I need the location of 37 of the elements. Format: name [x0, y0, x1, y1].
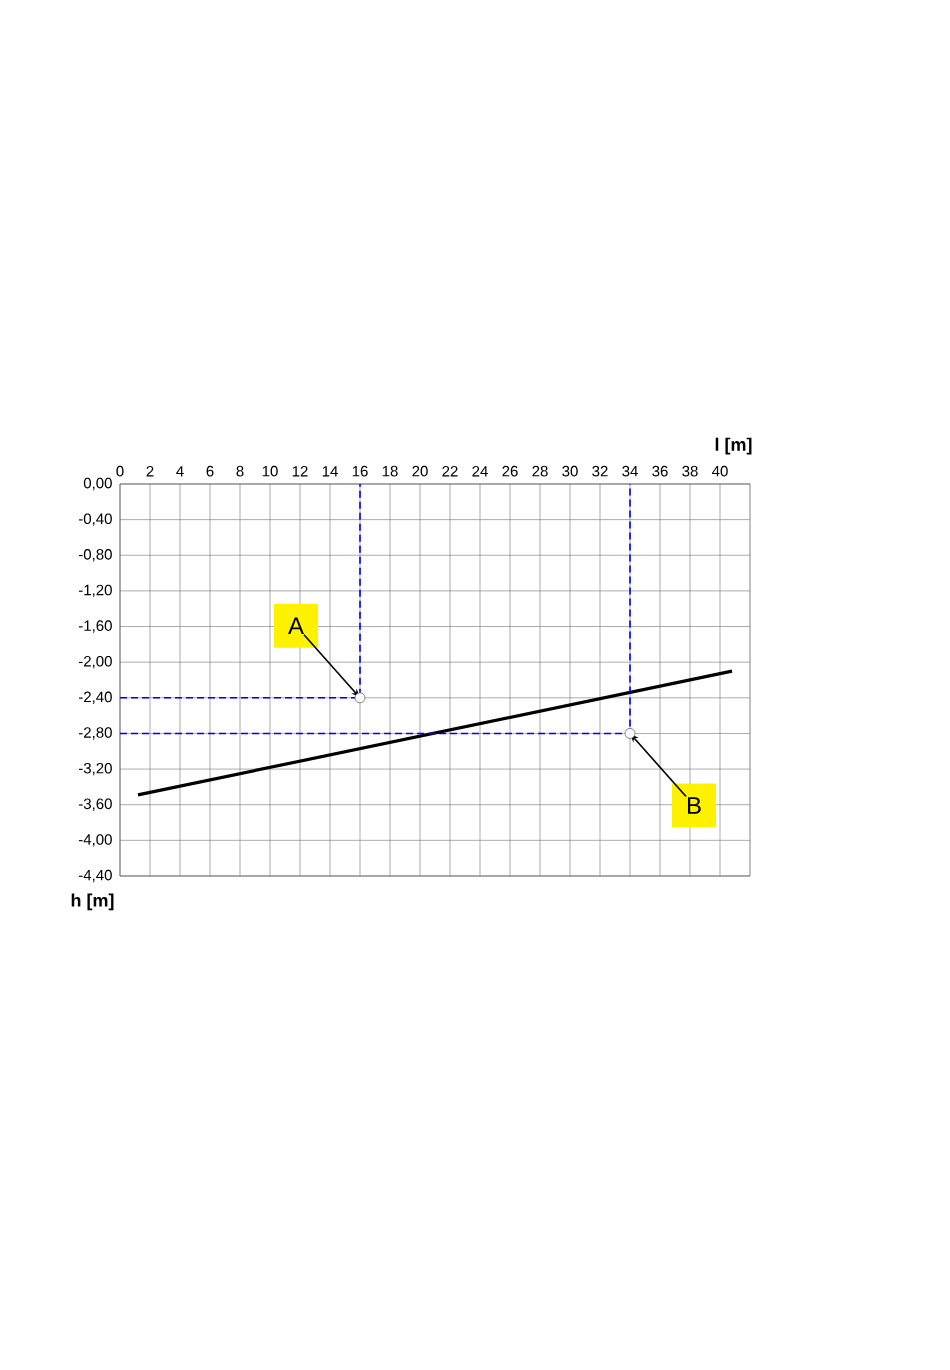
y-tick-label: -3,60 [78, 798, 112, 811]
x-axis-title: l [m] [715, 437, 752, 455]
x-tick-label: 4 [176, 466, 184, 477]
x-tick-label: 40 [712, 465, 728, 477]
y-tick-label: -4,00 [78, 834, 112, 847]
x-tick-label: 20 [412, 465, 428, 477]
x-tick-label: 12 [292, 465, 308, 477]
x-tick-label: 22 [442, 465, 458, 477]
y-tick-label: 0,00 [83, 477, 112, 491]
x-tick-label: 8 [236, 465, 244, 477]
y-tick-label: -4,40 [78, 869, 112, 883]
y-tick-label: -1,20 [78, 584, 112, 598]
x-tick-label: 34 [622, 465, 638, 477]
y-tick-label: -1,60 [78, 620, 112, 633]
x-tick-label: 10 [262, 465, 278, 477]
x-tick-label: 0 [116, 465, 124, 477]
y-tick-label: -2,00 [78, 655, 112, 669]
annotation: A [288, 617, 304, 635]
x-tick-label: 38 [682, 465, 698, 477]
x-tick-label: 30 [562, 465, 578, 477]
x-tick-label: 18 [382, 465, 398, 477]
y-tick-label: -3,20 [78, 762, 112, 776]
y-tick-label: -2,80 [78, 727, 112, 740]
y-tick-label: -0,40 [78, 513, 112, 526]
y-axis-title: h [m] [71, 893, 114, 911]
x-tick-label: 2 [146, 465, 154, 477]
y-tick-label: -0,80 [78, 549, 112, 562]
x-tick-label: 36 [652, 465, 668, 477]
x-tick-label: 32 [592, 465, 608, 477]
x-tick-label: 6 [206, 465, 214, 477]
x-tick-label: 26 [502, 465, 518, 477]
annotation: B [687, 797, 701, 814]
x-tick-label: 16 [352, 465, 368, 477]
x-tick-label: 24 [472, 465, 488, 477]
x-tick-label: 28 [532, 465, 548, 477]
y-tick-label: -2,40 [78, 691, 112, 704]
x-tick-label: 14 [322, 466, 338, 477]
